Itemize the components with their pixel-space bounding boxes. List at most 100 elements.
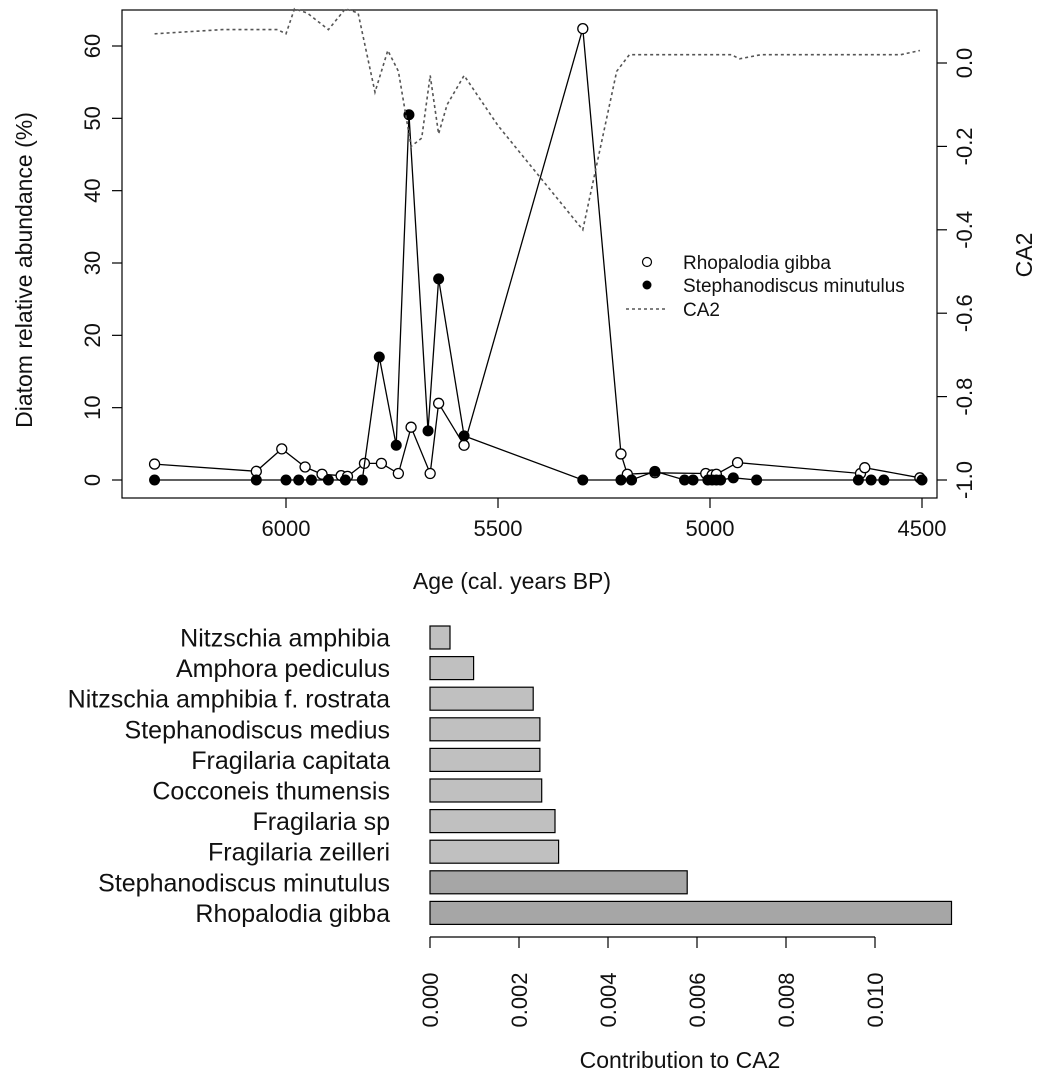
x-tick-label: 6000 [262,516,311,541]
filled-point [916,474,928,486]
category-label: Cocconeis thumensis [152,778,390,806]
x-tick-label: 0.008 [774,972,799,1027]
filled-point [356,474,368,486]
filled-point [615,474,627,486]
filled-point [687,474,699,486]
bar [429,717,541,742]
filled-point [852,474,864,486]
x-tick-label: 0.004 [596,972,621,1027]
x-tick-label: 0.002 [507,972,532,1027]
y2-tick-label: -0.8 [952,378,977,416]
filled-point [433,273,445,285]
open-point [299,461,311,473]
y-axis-right: -1.0 -0.8 -0.6 -0.4 -0.2 0.0 [937,48,977,499]
category-label: Rhopalodia gibba [195,900,390,928]
legend-marker-filled [642,280,652,290]
category-label: Fragilaria capitata [191,747,390,775]
category-label: Nitzschia amphibia f. rostrata [68,686,390,714]
x-axis-label: Contribution to CA2 [580,1047,781,1073]
open-point [432,397,445,409]
series-group [148,7,928,486]
filled-point [373,351,385,363]
category-label: Fragilaria sp [252,808,390,836]
x-axis: 0.000 0.002 0.004 0.006 0.008 0.010 [418,936,888,1028]
filled-point [751,474,763,486]
y-axis-left: 0 10 20 30 40 50 60 [80,34,122,486]
filled-point [250,474,262,486]
bar [429,655,475,681]
y2-tick-label: -1.0 [952,461,977,499]
series-line-3 [154,7,921,232]
filled-point [322,474,334,486]
bar [429,808,556,834]
x-axis: 6000 5500 5000 4500 [262,498,946,541]
category-label: Nitzschia amphibia [180,625,390,653]
open-point [577,22,589,35]
y2-tick-label: -0.2 [952,127,977,165]
open-point [859,462,871,474]
x-tick-label: 0.006 [685,972,710,1027]
open-point [375,457,388,470]
legend-label: CA2 [683,300,720,321]
bar [429,839,560,864]
bar [429,870,688,895]
filled-point [339,474,351,486]
bar [429,778,543,803]
filled-point [878,474,890,486]
y-tick-label: 30 [80,251,105,275]
filled-point [649,465,661,477]
filled-point [577,474,589,486]
filled-point [727,472,739,484]
open-point [148,458,161,470]
y-tick-label: 50 [80,106,105,130]
filled-point [422,425,434,437]
x-tick-label: 5500 [474,516,523,541]
filled-point [149,474,161,486]
y-tick-label: 40 [80,178,105,202]
y2-axis-label: CA2 [1011,233,1037,278]
category-label: Fragilaria zeilleri [208,839,390,867]
series-line-2 [154,114,922,481]
bar [429,747,541,773]
y2-tick-label: -0.4 [952,211,977,249]
x-tick-label: 0.000 [418,972,443,1027]
filled-point [865,474,877,486]
filled-point [293,474,305,486]
y-axis-label: Diatom relative abundance (%) [11,112,37,428]
category-label: Amphora pediculus [176,655,390,683]
bar [429,686,534,711]
bars [429,625,953,926]
bar [429,900,953,926]
legend-marker-open [641,256,653,268]
open-point [405,421,417,433]
open-point [615,448,627,460]
filled-point [458,430,470,442]
x-axis-label: Age (cal. years BP) [413,568,611,594]
category-label: Stephanodiscus medius [125,716,390,744]
y-tick-label: 0 [80,474,105,486]
bar [429,625,451,650]
filled-point [280,474,292,486]
filled-point [626,474,638,486]
x-tick-label: 0.010 [863,972,888,1027]
legend-label: Stephanodiscus minutulus [683,276,905,297]
open-point [276,443,288,455]
x-tick-label: 5000 [686,516,735,541]
category-label: Stephanodiscus minutulus [98,869,390,897]
y2-tick-label: -0.6 [952,294,977,332]
filled-point [715,474,727,486]
filled-point [305,474,317,486]
open-point [392,467,405,480]
open-point [731,456,744,469]
open-point [458,439,470,451]
legend-label: Rhopalodia gibba [683,253,831,274]
y2-tick-label: 0.0 [952,48,977,79]
plot-frame [121,9,938,499]
y-tick-label: 10 [80,395,105,419]
y-tick-label: 60 [80,34,105,58]
